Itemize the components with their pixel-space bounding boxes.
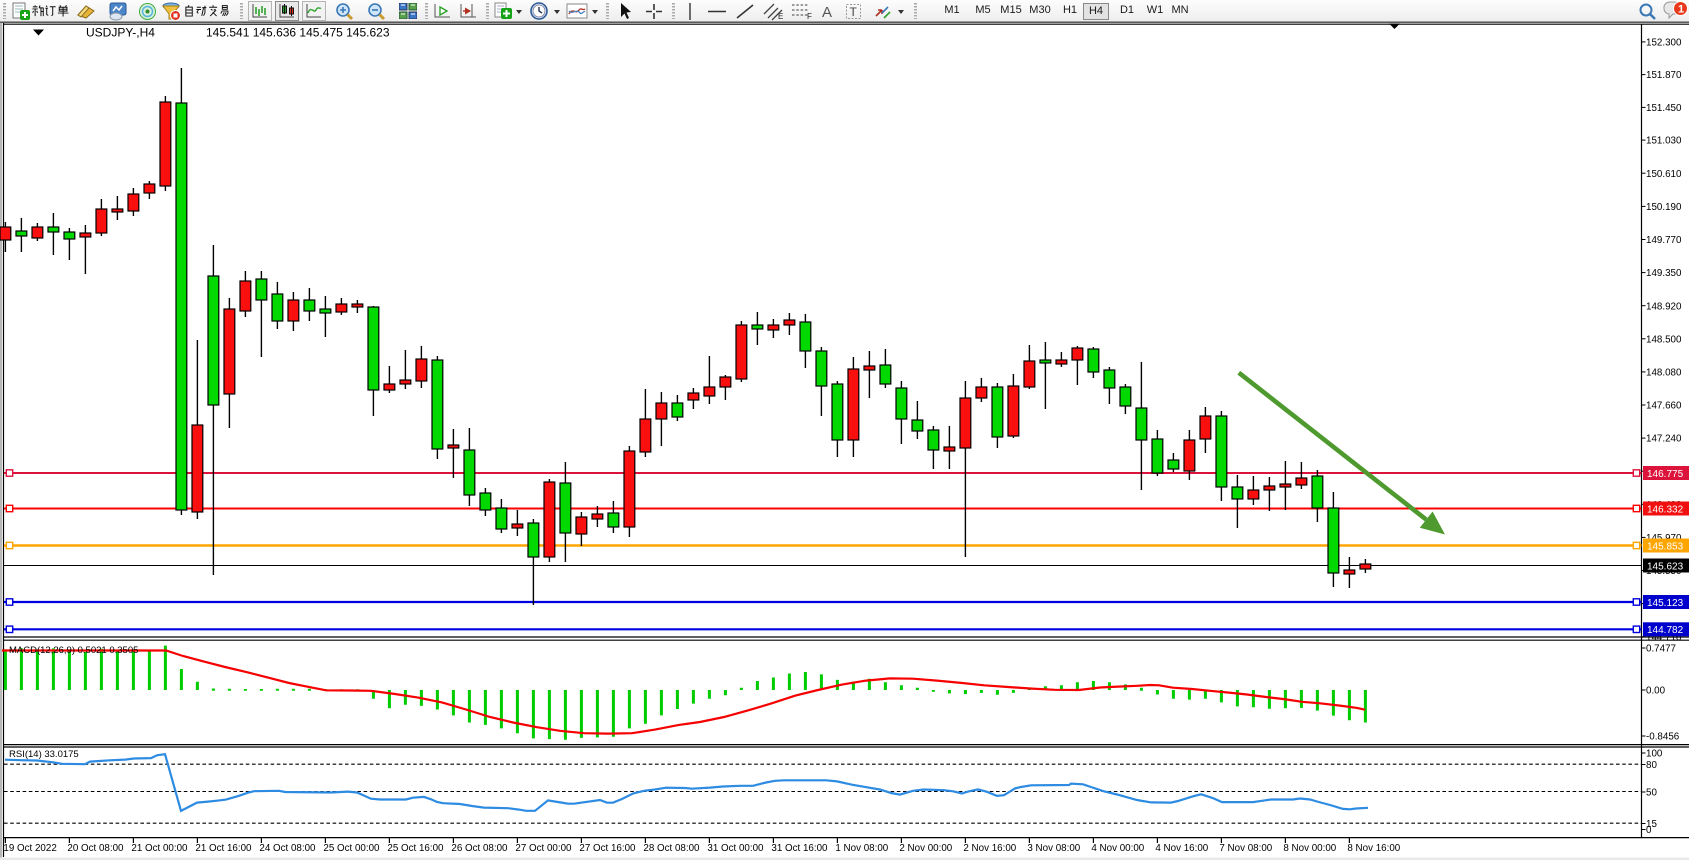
svg-text:152.300: 152.300 [1646, 38, 1682, 49]
svg-text:144.782: 144.782 [1647, 625, 1684, 636]
svg-text:4 Nov 00:00: 4 Nov 00:00 [1091, 843, 1144, 854]
svg-text:20 Oct 08:00: 20 Oct 08:00 [67, 843, 124, 854]
svg-text:145.123: 145.123 [1647, 598, 1684, 609]
svg-text:146.332: 146.332 [1647, 504, 1684, 515]
svg-text:-0.8456: -0.8456 [1646, 732, 1680, 743]
svg-text:0.00: 0.00 [1646, 686, 1666, 697]
svg-text:0.7477: 0.7477 [1646, 644, 1676, 655]
svg-text:148.500: 148.500 [1646, 334, 1682, 345]
svg-text:A: A [822, 4, 832, 21]
svg-text:MACD(12,26,9) 0.5021 0.3505: MACD(12,26,9) 0.5021 0.3505 [9, 645, 138, 656]
svg-text:100: 100 [1646, 749, 1663, 760]
svg-text:31 Oct 16:00: 31 Oct 16:00 [771, 843, 828, 854]
svg-text:RSI(14) 33.0175: RSI(14) 33.0175 [9, 749, 79, 760]
svg-text:2 Nov 16:00: 2 Nov 16:00 [963, 843, 1016, 854]
svg-text:2 Nov 00:00: 2 Nov 00:00 [899, 843, 952, 854]
svg-text:15: 15 [1646, 819, 1657, 830]
svg-text:19 Oct 2022: 19 Oct 2022 [3, 843, 56, 854]
svg-text:50: 50 [1646, 788, 1657, 799]
svg-text:25 Oct 16:00: 25 Oct 16:00 [387, 843, 444, 854]
svg-text:148.080: 148.080 [1646, 368, 1682, 379]
svg-text:24 Oct 08:00: 24 Oct 08:00 [259, 843, 316, 854]
svg-text:USDJPY-,H4: USDJPY-,H4 [86, 26, 155, 40]
svg-text:150.190: 150.190 [1646, 202, 1682, 213]
svg-text:0: 0 [1646, 825, 1652, 836]
svg-text:151.450: 151.450 [1646, 103, 1682, 114]
svg-text:27 Oct 16:00: 27 Oct 16:00 [579, 843, 636, 854]
svg-text:145.623: 145.623 [1647, 561, 1684, 572]
svg-text:21 Oct 16:00: 21 Oct 16:00 [195, 843, 252, 854]
svg-text:T: T [850, 5, 858, 19]
svg-text:8 Nov 16:00: 8 Nov 16:00 [1347, 843, 1400, 854]
svg-text:31 Oct 00:00: 31 Oct 00:00 [707, 843, 764, 854]
svg-text:E: E [778, 12, 783, 21]
svg-text:145.853: 145.853 [1647, 541, 1684, 552]
svg-text:146.775: 146.775 [1647, 469, 1684, 480]
svg-text:147.660: 147.660 [1646, 401, 1682, 412]
svg-text:21 Oct 00:00: 21 Oct 00:00 [131, 843, 188, 854]
svg-text:26 Oct 08:00: 26 Oct 08:00 [451, 843, 508, 854]
svg-text:27 Oct 00:00: 27 Oct 00:00 [515, 843, 572, 854]
svg-text:149.770: 149.770 [1646, 235, 1682, 246]
svg-text:149.350: 149.350 [1646, 268, 1682, 279]
svg-text:80: 80 [1646, 760, 1657, 771]
svg-text:147.240: 147.240 [1646, 434, 1682, 445]
svg-text:8 Nov 00:00: 8 Nov 00:00 [1283, 843, 1336, 854]
svg-text:F: F [807, 12, 812, 21]
svg-text:150.610: 150.610 [1646, 169, 1682, 180]
svg-text:4 Nov 16:00: 4 Nov 16:00 [1155, 843, 1208, 854]
svg-text:7 Nov 08:00: 7 Nov 08:00 [1219, 843, 1272, 854]
svg-text:28 Oct 08:00: 28 Oct 08:00 [643, 843, 700, 854]
svg-text:145.541 145.636 145.475 145.62: 145.541 145.636 145.475 145.623 [206, 26, 390, 40]
svg-text:1: 1 [1678, 4, 1684, 16]
svg-text:25 Oct 00:00: 25 Oct 00:00 [323, 843, 380, 854]
svg-text:144.710: 144.710 [1646, 632, 1682, 643]
svg-text:151.030: 151.030 [1646, 136, 1682, 147]
svg-text:151.870: 151.870 [1646, 70, 1682, 81]
svg-text:3 Nov 08:00: 3 Nov 08:00 [1027, 843, 1080, 854]
svg-text:1 Nov 08:00: 1 Nov 08:00 [835, 843, 888, 854]
svg-text:148.920: 148.920 [1646, 301, 1682, 312]
